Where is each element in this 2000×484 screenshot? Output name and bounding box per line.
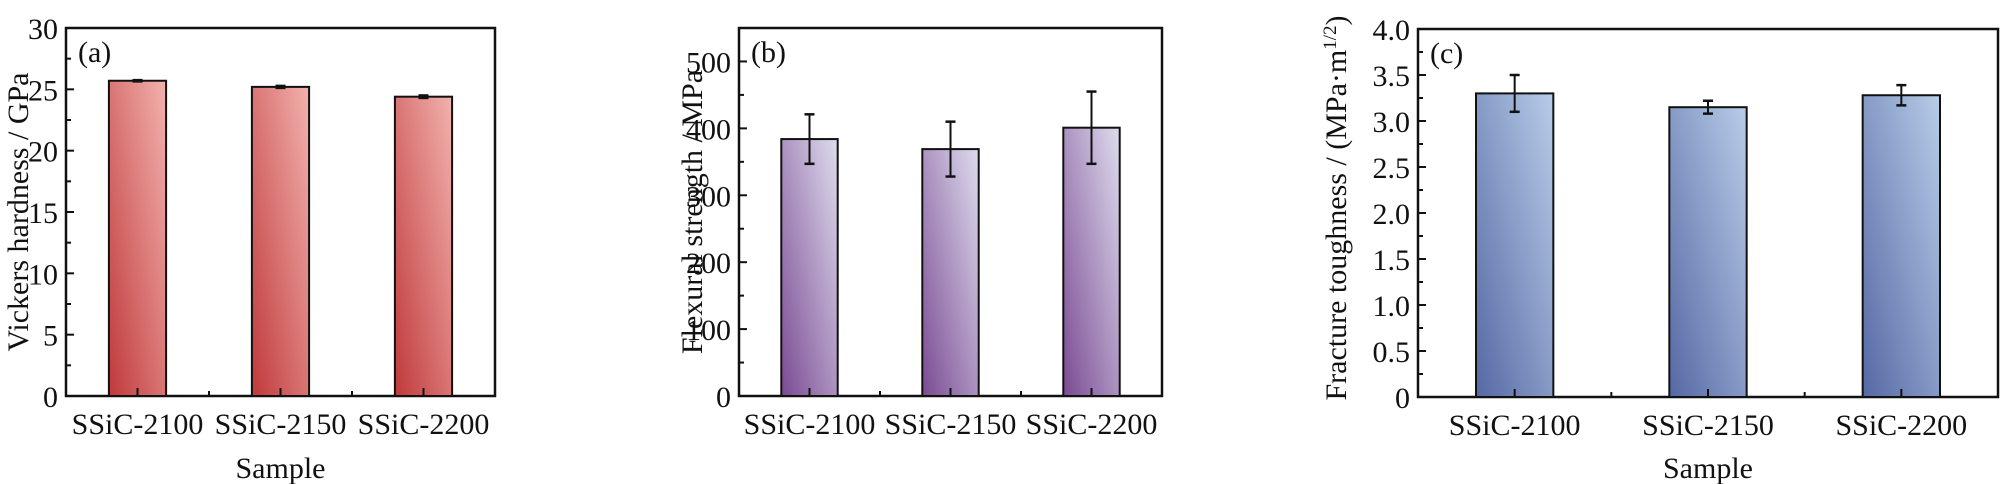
x-tick-labels: SSiC-2100 SSiC-2150 SSiC-2200 [1449,409,1967,442]
error-bar-ssic-2200 [1896,83,1907,107]
panel-tag: (a) [78,36,111,69]
y-tick-label: 2.5 [1373,152,1411,185]
bar-ssic-2150 [1668,106,1748,398]
bar-ssic-2200 [393,95,454,398]
bar-ssic-2200 [1861,94,1941,399]
x-tick-labels: SSiC-2100 SSiC-2150 SSiC-2200 [72,408,490,441]
y-axis-title: Flexural strength / MPa [676,70,709,354]
x-tick-label: SSiC-2150 [1642,409,1774,442]
panel-a: 0 5 10 15 20 25 30 SSiC-2100 SSiC-2150 SSiC-2200… [2,13,497,484]
y-tick-label: 15 [28,197,58,230]
ticks-group [66,27,425,397]
bar-ssic-2150 [250,85,311,397]
y-tick-label: 1.5 [1373,244,1411,277]
x-axis-title: Sample [236,452,326,484]
y-tick-label: 100 [686,314,731,347]
x-tick-label: SSiC-2100 [744,408,876,441]
y-tick-label: 3.5 [1373,60,1411,93]
y-tick-label: 0 [716,381,731,414]
y-tick-label: 300 [686,180,731,213]
bar-ssic-2100 [780,138,839,397]
x-tick-label: SSiC-2200 [358,408,490,441]
y-tick-label: 30 [28,13,58,46]
x-axis-title: Sample [1663,452,1753,484]
y-tick-label: 500 [686,46,731,79]
error-bar-ssic-2100 [1509,73,1520,114]
bars-group [780,126,1121,397]
y-axis-title-close: ) [1320,15,1353,25]
y-tick-label: 0 [1395,382,1410,415]
bars-group [107,79,454,398]
y-tick-label: 5 [43,320,58,353]
panel-tag: (b) [751,36,786,69]
error-bars-group [132,78,429,100]
bar-ssic-2150 [921,148,980,397]
error-bar-ssic-2200 [1086,90,1097,166]
error-bar-ssic-2150 [275,84,286,90]
ticks-group [1418,28,1903,398]
bars-group [1475,92,1941,399]
y-tick-label: 1.0 [1373,290,1411,323]
y-tick-label: 20 [28,136,58,169]
panel-tag: (c) [1430,37,1463,70]
y-axis-title-sup: 1/2 [1320,25,1341,49]
y-tick-labels: 0 5 10 15 20 25 30 [28,13,58,414]
x-tick-label: SSiC-2100 [1449,409,1581,442]
y-tick-label: 2.0 [1373,198,1411,231]
panel-c: 00.51.01.52.02.53.03.54.0 SSiC-2100 SSiC-… [1320,14,2000,484]
y-tick-labels: 0 0.5 1.0 1.5 2.0 2.5 3.0 3.5 4.0 [1373,14,1411,415]
bar-ssic-2100 [107,79,168,397]
y-tick-label: 200 [686,247,731,280]
x-tick-label: SSiC-2200 [1835,409,1967,442]
y-tick-labels: 0 100 200 300 400 500 [686,46,731,414]
y-tick-label: 3.0 [1373,106,1411,139]
x-tick-label: SSiC-2100 [72,408,204,441]
y-axis-title: Vickers hardness / GPa [2,73,35,352]
x-tick-label: SSiC-2150 [885,408,1017,441]
y-tick-label: 400 [686,113,731,146]
x-tick-labels: SSiC-2100 SSiC-2150 SSiC-2200 [744,408,1158,441]
error-bar-ssic-2150 [945,120,956,178]
y-tick-label: 4.0 [1373,14,1411,47]
y-axis-title: Fracture toughness / (MPa·m1/2) [1320,15,1354,400]
bar-ssic-2200 [1062,126,1121,397]
error-bars-group [1509,73,1907,115]
error-bar-ssic-2100 [132,78,143,83]
error-bar-ssic-2100 [804,113,815,166]
bar-ssic-2100 [1475,92,1555,399]
error-bar-ssic-2150 [1703,99,1713,115]
y-axis-title-main: Fracture toughness / (MPa·m [1320,50,1353,401]
ticks-group [739,27,1093,397]
y-tick-label: 0 [43,381,58,414]
y-tick-label: 25 [28,74,58,107]
x-tick-label: SSiC-2150 [215,408,347,441]
error-bar-ssic-2200 [418,94,429,100]
x-tick-label: SSiC-2200 [1026,408,1158,441]
y-tick-label: 0.5 [1373,336,1411,369]
error-bars-group [804,90,1097,178]
y-tick-label: 10 [28,258,58,291]
